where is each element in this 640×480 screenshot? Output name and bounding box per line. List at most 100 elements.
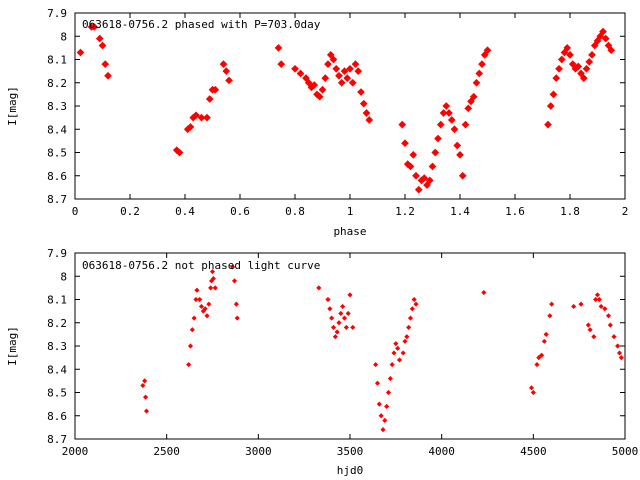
data-point [549,301,555,307]
data-point [302,74,310,82]
y-tick-label: 8.1 [47,294,67,307]
data-point [549,90,558,99]
y-tick-label: 8.5 [47,387,67,400]
data-point [450,125,459,134]
data-point [354,67,363,75]
data-point [464,104,473,113]
data-point [593,37,602,45]
x-tick-label: 5000 [612,445,639,458]
data-point [607,46,616,55]
data-point [409,306,415,312]
data-point [557,55,566,64]
x-tick-label: 2000 [62,445,89,458]
data-point [291,64,299,73]
data-point [607,322,613,328]
data-point [461,120,470,129]
data-point [332,334,338,340]
data-point [191,315,197,321]
y-axis-label: I[mag] [6,326,19,366]
data-point [611,334,617,340]
x-tick-label: 1.4 [450,205,470,218]
data-point [560,48,569,57]
data-point [347,292,353,298]
y-tick-label: 8.1 [47,54,67,67]
y-tick-label: 8.3 [47,340,67,353]
data-point [310,81,319,89]
data-point [219,60,228,68]
data-point [222,67,231,75]
data-point [547,313,553,319]
data-point [142,378,148,384]
data-point [230,264,236,270]
data-point [315,92,324,101]
data-points [76,23,616,194]
data-point [143,394,149,400]
data-point [475,69,484,78]
data-point [578,301,584,307]
data-point [210,276,216,282]
x-tick-label: 0 [72,205,79,218]
data-point [391,350,397,356]
data-point [602,306,608,312]
data-point [596,32,605,41]
x-tick-label: 0.6 [230,205,250,218]
data-point [101,60,110,68]
data-point [406,324,412,330]
data-point [90,23,99,31]
data-point [205,95,214,103]
y-axis-label: I[mag] [6,86,19,126]
data-point [202,306,208,312]
data-point [590,41,599,50]
data-point [194,287,200,293]
data-point [591,334,597,340]
data-point [187,343,194,349]
data-point [296,69,305,78]
data-point [481,289,487,296]
data-point [425,176,434,185]
data-point [234,315,240,321]
y-tick-labels: 7.9 8 8.1 8.2 8.3 8.4 8.5 8.6 8.7 [47,7,67,206]
data-point [338,310,344,317]
data-point [594,292,601,298]
data-point [563,44,572,52]
data-point [334,329,340,335]
x-tick-label: 1.6 [505,205,525,218]
data-point [616,350,623,356]
x-tick-label: 3000 [245,445,272,458]
data-point [544,120,552,129]
data-point [439,109,448,117]
y-tick-label: 8.4 [47,123,67,136]
data-point [76,48,85,57]
data-point [483,46,492,55]
data-point [574,62,583,71]
y-tick-label: 7.9 [47,7,67,20]
data-point [140,382,146,389]
data-point [393,341,399,347]
data-point [423,181,431,189]
data-point [208,285,214,291]
data-point [95,34,104,43]
x-tick-label: 0.8 [285,205,305,218]
y-tick-label: 8.2 [47,317,67,330]
data-point [175,148,184,157]
data-point [598,303,604,310]
data-point [458,171,467,180]
data-point [389,362,395,368]
y-tick-label: 8.6 [47,170,67,183]
data-point [409,150,418,159]
data-point [277,60,286,68]
data-point [376,401,382,407]
data-point [189,327,195,333]
data-point [346,64,354,73]
data-point [378,413,384,419]
data-point [596,296,602,303]
y-tick-label: 7.9 [47,247,67,260]
data-point [197,113,206,122]
unphased-light-curve-panel: 2000 2500 3000 3500 4000 4500 5000 7.9 8 8.1 8.2 8… [6,247,638,477]
data-point [304,78,313,87]
data-point [206,301,212,307]
x-tick-label: 1.2 [395,205,415,218]
data-point [98,41,107,50]
data-point [341,315,348,321]
data-point [407,315,414,321]
